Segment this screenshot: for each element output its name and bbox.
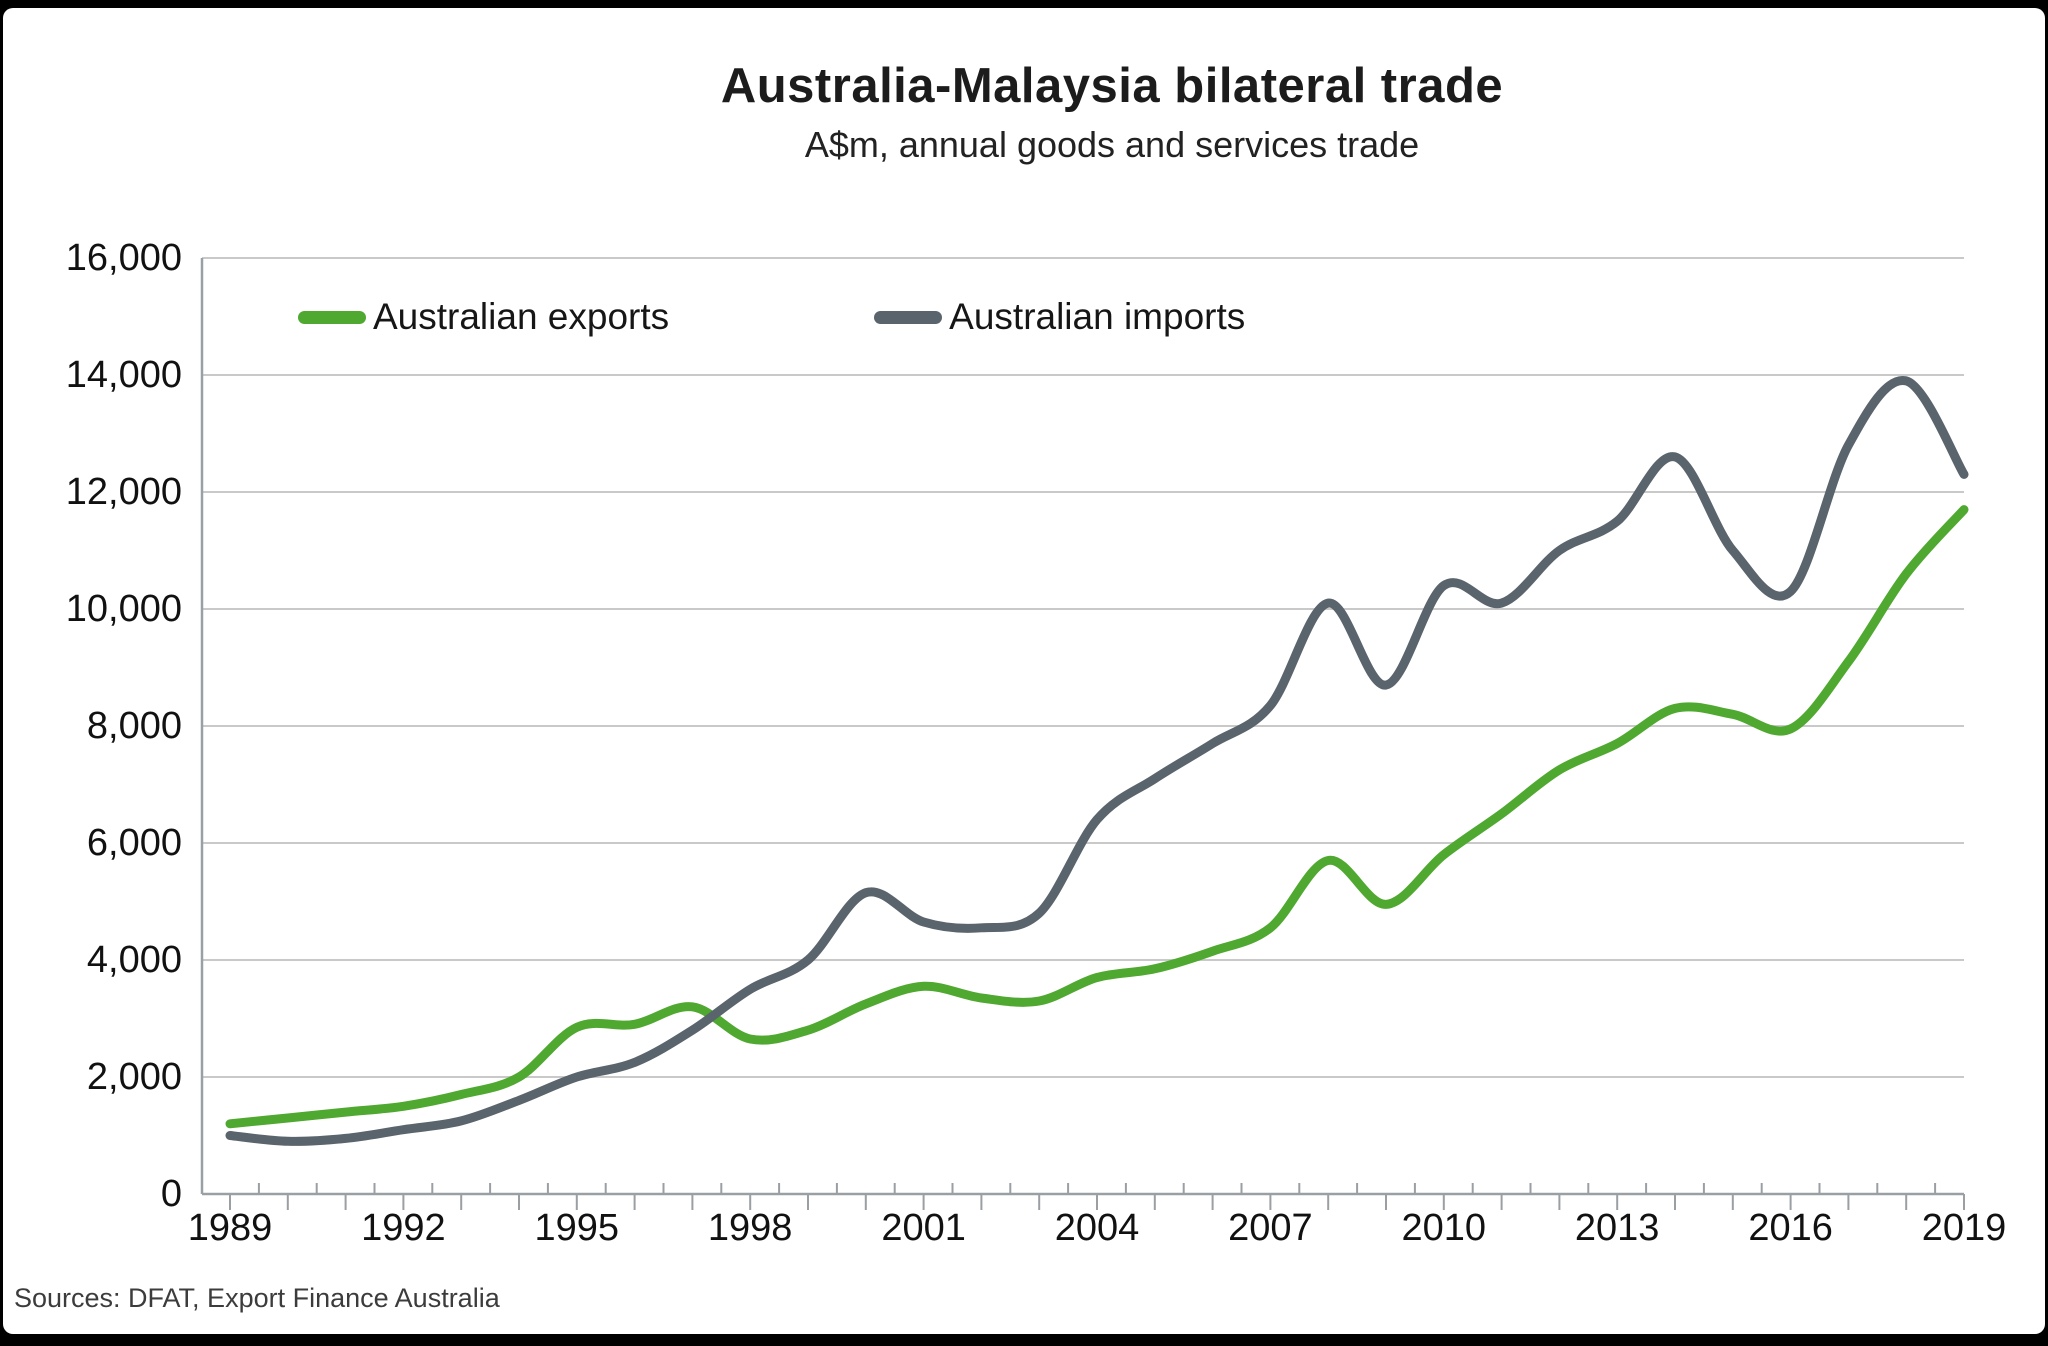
x-tick-label: 1989: [187, 1207, 273, 1249]
x-tick-label: 2013: [1574, 1207, 1660, 1249]
imports-line-swatch-icon: [874, 310, 943, 324]
y-tick-label: 10,000: [65, 588, 182, 630]
x-tick-label: 2010: [1401, 1207, 1487, 1249]
legend-label-imports: Australian imports: [949, 296, 1246, 337]
y-tick-label: 0: [160, 1173, 182, 1215]
y-tick-label: 12,000: [65, 471, 182, 513]
exports-line-swatch-icon: [298, 310, 366, 324]
x-tick-label: 2019: [1921, 1207, 2007, 1249]
source-note: Sources: DFAT, Export Finance Australia: [14, 1283, 500, 1313]
x-tick-label: 1998: [707, 1207, 793, 1249]
legend-item-exports: Australian exports: [298, 296, 669, 338]
legend-label-exports: Australian exports: [373, 296, 670, 337]
legend-item-imports: Australian imports: [874, 296, 1245, 338]
imports-line: [225, 376, 1969, 1146]
x-tick-label: 1992: [361, 1207, 446, 1249]
y-tick-label: 6,000: [86, 822, 182, 864]
y-tick-label: 4,000: [86, 939, 182, 981]
x-tick-label: 1995: [534, 1207, 620, 1249]
x-tick-label: 2016: [1748, 1207, 1833, 1249]
legend: Australian exports Australian imports: [298, 296, 1245, 338]
x-tick-label: 2004: [1054, 1207, 1140, 1249]
y-tick-label: 8,000: [86, 705, 182, 747]
y-tick-label: 14,000: [65, 354, 182, 396]
x-tick-label: 2001: [881, 1207, 966, 1249]
chart-title: Australia-Malaysia bilateral trade: [720, 59, 1504, 113]
chart-subtitle: A$m, annual goods and services trade: [804, 124, 1420, 165]
exports-line: [225, 505, 1969, 1129]
y-tick-label: 16,000: [65, 237, 182, 279]
y-tick-label: 2,000: [86, 1056, 182, 1098]
x-tick-label: 2007: [1228, 1207, 1313, 1249]
